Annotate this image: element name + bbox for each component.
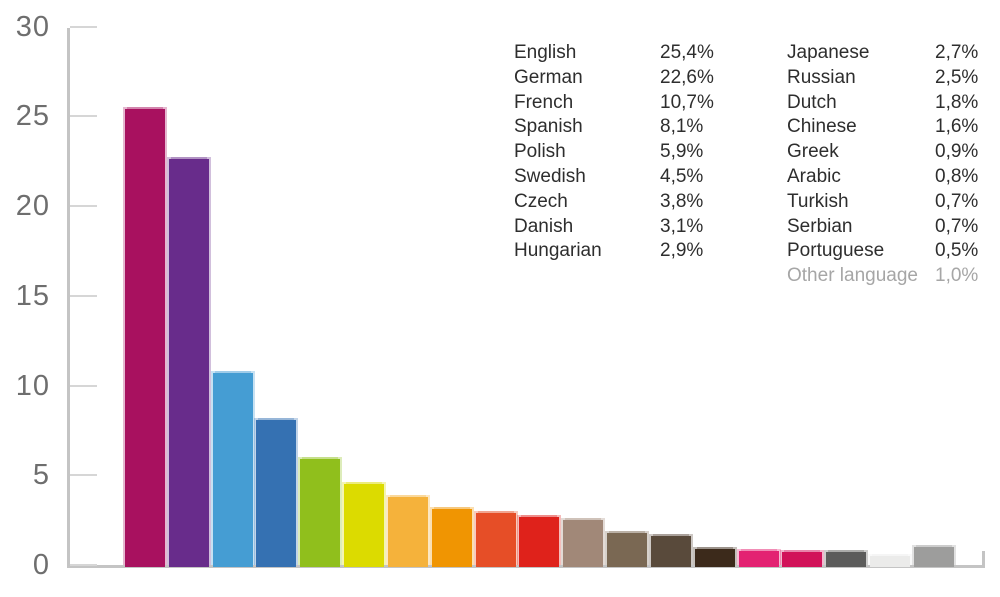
x-axis-end-tick — [982, 551, 985, 568]
legend-language-name: Other language — [787, 265, 918, 287]
legend-row: Dutch 1,8% — [787, 91, 978, 116]
legend-row: Japanese 2,7% — [787, 41, 978, 66]
bar-japanese — [519, 517, 559, 567]
legend-language-value: 0,9% — [935, 141, 979, 163]
y-axis-label: 20 — [15, 190, 50, 222]
legend-language-name: German — [514, 66, 583, 88]
legend-language-name: Swedish — [514, 165, 586, 187]
legend-language-value: 8,1% — [660, 116, 704, 138]
legend-row: Serbian 0,7% — [787, 215, 978, 240]
bar-arabic — [739, 551, 779, 567]
bar-dutch — [607, 533, 647, 567]
legend-language-value: 2,5% — [935, 66, 979, 88]
legend-row: Russian 2,5% — [787, 66, 978, 91]
legend-language-value: 2,9% — [660, 240, 704, 262]
y-axis-line — [67, 28, 70, 568]
bar-other-language — [914, 547, 954, 567]
legend-language-value: 22,6% — [660, 66, 714, 88]
legend-row: Danish 3,1% — [514, 215, 714, 240]
legend-language-name: Arabic — [787, 165, 841, 187]
legend-row: Spanish 8,1% — [514, 115, 714, 140]
legend-language-value: 0,7% — [935, 215, 979, 237]
legend-language-value: 0,5% — [935, 240, 979, 262]
legend-column-2: Japanese 2,7% Russian 2,5% Dutch 1,8% Chinese 1… — [787, 41, 978, 289]
bar-serbian — [826, 552, 866, 567]
legend-language-name: Serbian — [787, 215, 853, 237]
legend-row: Turkish 0,7% — [787, 190, 978, 215]
legend-language-name: Portuguese — [787, 240, 885, 262]
y-axis-tick — [70, 25, 97, 28]
legend-language-value: 2,7% — [935, 42, 979, 63]
legend-language-value: 25,4% — [660, 42, 714, 63]
y-axis-label: 30 — [15, 10, 50, 43]
legend-row: French 10,7% — [514, 91, 714, 116]
bar-swedish — [344, 484, 384, 567]
legend-row: Swedish 4,5% — [514, 165, 714, 190]
legend-language-name: Russian — [787, 66, 856, 88]
legend-language-value: 5,9% — [660, 141, 704, 163]
legend-language-value: 10,7% — [660, 91, 714, 113]
legend-row: Czech 3,8% — [514, 190, 714, 215]
legend-language-value: 1,6% — [935, 116, 979, 138]
y-axis-label: 10 — [15, 369, 50, 402]
bar-russian — [563, 520, 603, 567]
legend-language-name: Japanese — [787, 42, 870, 63]
legend-language-name: Spanish — [514, 116, 583, 138]
y-axis-label: 5 — [32, 459, 50, 492]
legend-language-name: Chinese — [787, 116, 857, 138]
legend-language-value: 1,0% — [935, 265, 979, 287]
bar-german — [169, 159, 209, 567]
legend-language-value: 3,1% — [660, 215, 704, 237]
legend-language-name: Czech — [514, 190, 568, 212]
bar-polish — [300, 459, 340, 567]
y-axis-tick — [70, 564, 97, 566]
bar-portuguese — [870, 556, 910, 567]
legend-language-name: Dutch — [787, 91, 837, 113]
bar-czech — [388, 497, 428, 567]
legend-row: Arabic 0,8% — [787, 165, 978, 190]
legend-row: Other language 1,0% — [787, 264, 978, 289]
y-axis-label: 0 — [32, 549, 50, 581]
legend-row: Polish 5,9% — [514, 140, 714, 165]
y-axis-tick — [70, 294, 97, 297]
bar-turkish — [782, 552, 822, 567]
y-axis-tick — [70, 115, 97, 118]
legend-language-value: 0,7% — [935, 190, 979, 212]
legend-row: English 25,4% — [514, 41, 714, 66]
legend-row: Portuguese 0,5% — [787, 239, 978, 264]
legend-row: Greek 0,9% — [787, 140, 978, 165]
legend-language-value: 1,8% — [935, 91, 979, 113]
legend-row: Chinese 1,6% — [787, 115, 978, 140]
bar-chinese — [651, 536, 691, 567]
legend-language-value: 4,5% — [660, 165, 704, 187]
legend-row: German 22,6% — [514, 66, 714, 91]
y-axis-tick — [70, 384, 97, 387]
bar-danish — [432, 509, 472, 567]
y-axis-tick — [70, 474, 97, 477]
legend-language-name: English — [514, 42, 577, 63]
legend-language-name: French — [514, 91, 574, 113]
y-axis-label: 15 — [15, 279, 50, 312]
legend-language-name: Turkish — [787, 190, 849, 212]
legend-language-name: Polish — [514, 141, 566, 163]
legend-language-value: 0,8% — [935, 165, 979, 187]
legend-language-name: Hungarian — [514, 240, 602, 262]
legend-language-value: 3,8% — [660, 190, 704, 212]
bar-french — [213, 373, 253, 567]
bar-greek — [695, 549, 735, 567]
legend-column-1: English 25,4% German 22,6% French 10,7% Spanis… — [514, 41, 714, 264]
y-axis-tick — [70, 205, 97, 207]
bar-english — [125, 109, 165, 567]
y-axis-label: 25 — [15, 100, 50, 133]
bar-hungarian — [476, 513, 516, 567]
bar-spanish — [256, 420, 296, 567]
legend-language-name: Greek — [787, 141, 839, 163]
legend-language-name: Danish — [514, 215, 574, 237]
legend-row: Hungarian 2,9% — [514, 239, 714, 264]
